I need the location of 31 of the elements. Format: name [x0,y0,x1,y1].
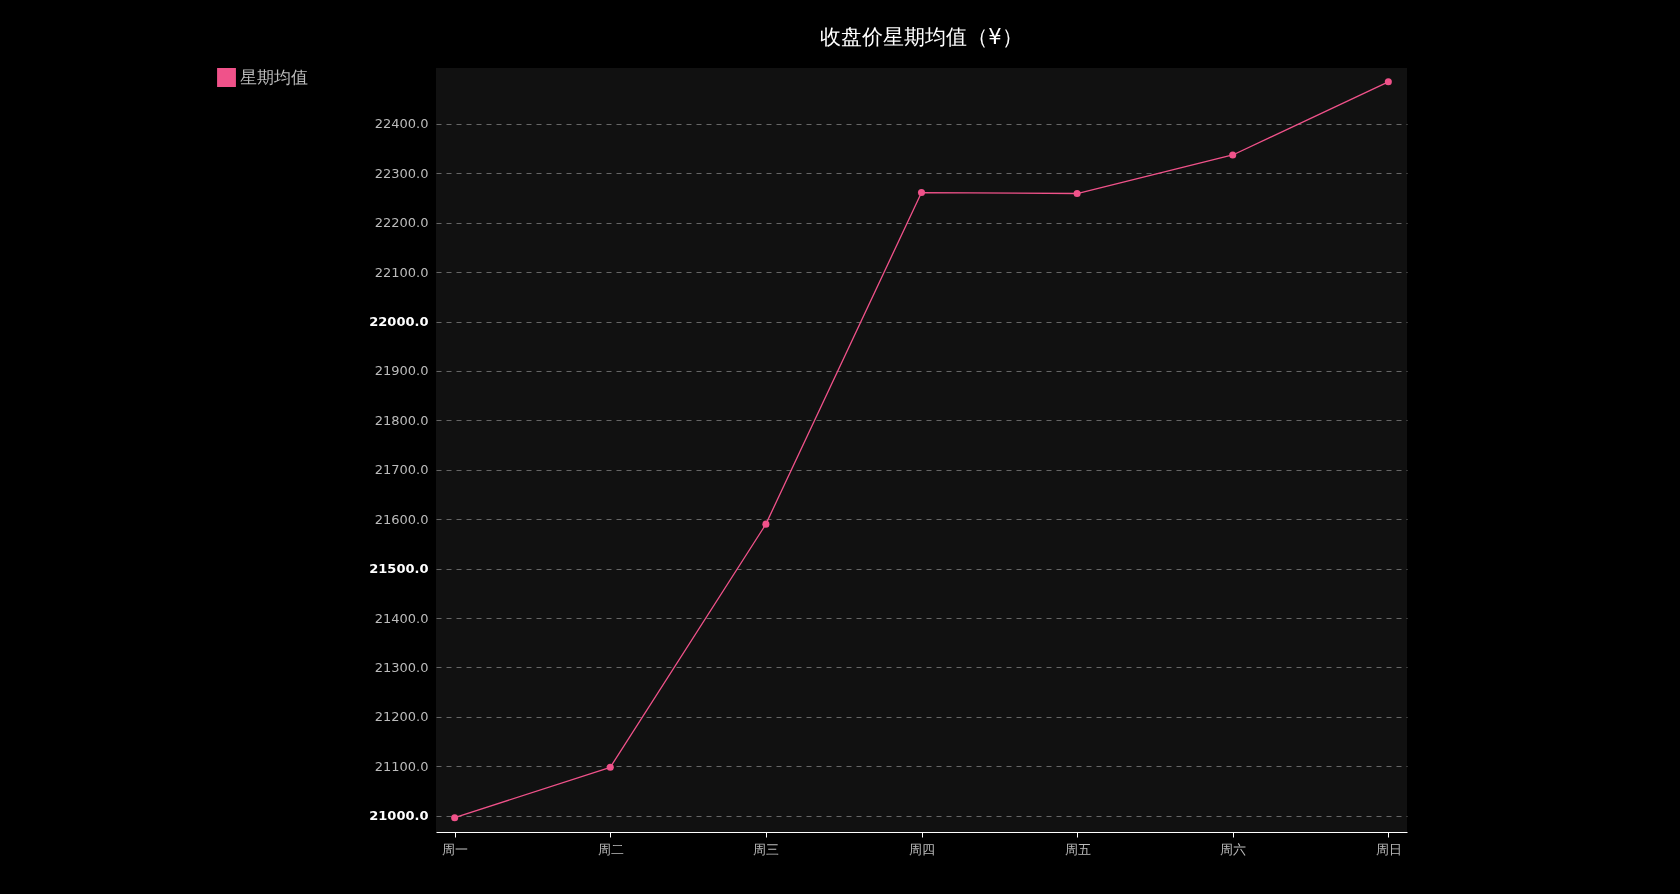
legend-label: 星期均值 [240,66,308,87]
y-tick-label: 22200.0 [374,215,429,231]
x-tick-label: 周三 [753,841,780,857]
y-tick-label: 21400.0 [374,610,429,626]
y-tick-label: 22000.0 [369,314,429,330]
y-tick-label: 21000.0 [369,808,429,824]
point [451,814,459,822]
point [917,189,926,197]
y-tick-label: 21600.0 [374,511,429,527]
y-tick-label: 22300.0 [374,165,429,181]
point [1384,78,1392,86]
y-tick-label: 22400.0 [374,116,429,132]
x-tick-label: 周六 [1220,841,1247,857]
x-tick-label: 周一 [442,841,469,857]
y-tick-label: 21900.0 [374,363,429,379]
x-tick-label: 周二 [597,841,624,857]
point [762,520,770,528]
x-tick-label: 周四 [909,841,935,857]
y-tick-label: 22100.0 [374,264,429,280]
point [606,763,614,771]
y-tick-label: 21300.0 [374,659,429,675]
chart-title: 收盘价星期均值（¥） [820,25,1023,49]
point [1073,189,1081,198]
y-tick-label: 21100.0 [374,758,429,774]
y-tick-label: 21800.0 [374,412,429,428]
x-tick-label: 周五 [1064,841,1091,857]
y-tick-label: 21200.0 [374,709,429,725]
point [1229,151,1237,159]
y-tick-label: 21500.0 [369,561,429,577]
x-tick-label: 周日 [1375,841,1402,857]
y-tick-label: 21700.0 [374,462,429,478]
